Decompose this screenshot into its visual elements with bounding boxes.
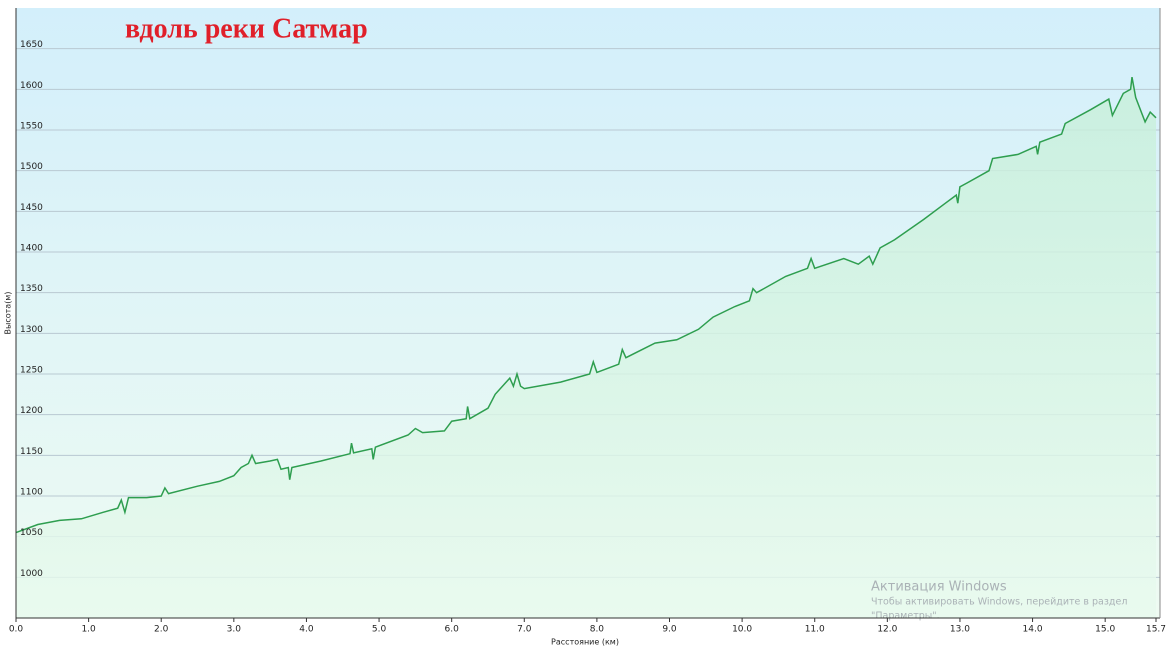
x-tick-label: 3.0 <box>227 625 242 635</box>
y-tick-label: 1550 <box>20 122 43 132</box>
y-tick-label: 1200 <box>20 406 43 416</box>
x-tick-label: 9.0 <box>662 625 677 635</box>
x-tick-label: 1.0 <box>81 625 96 635</box>
watermark-title: Активация Windows <box>871 580 1007 595</box>
x-tick-label: 0.0 <box>9 625 24 635</box>
area-fill <box>16 77 1156 619</box>
y-tick-label: 1600 <box>20 81 43 91</box>
watermark-text: "Параметры". <box>871 611 940 622</box>
x-tick-label: 6.0 <box>445 625 460 635</box>
x-tick-label: 14.0 <box>1023 625 1043 635</box>
y-tick-label: 1150 <box>20 447 43 457</box>
x-tick-label: 15.0 <box>1095 625 1115 635</box>
y-tick-label: 1650 <box>20 40 43 50</box>
elevation-line <box>15 76 1157 534</box>
y-tick-label: 1400 <box>20 244 43 254</box>
y-tick-label: 1350 <box>20 284 43 294</box>
x-tick-label: 8.0 <box>590 625 605 635</box>
y-tick-label: 1450 <box>20 203 43 213</box>
watermark-text: Чтобы активировать Windows, перейдите в … <box>871 597 1127 608</box>
x-tick-label: 10.0 <box>732 625 752 635</box>
y-tick-label: 1500 <box>20 162 43 172</box>
x-axis-label: Расстояние (км) <box>551 638 619 647</box>
y-tick-label: 1300 <box>20 325 43 335</box>
x-tick-label: 7.0 <box>517 625 532 635</box>
x-tick-label: 5.0 <box>372 625 387 635</box>
x-tick-label: 4.0 <box>299 625 314 635</box>
y-tick-label: 1000 <box>20 569 43 579</box>
y-tick-label: 1250 <box>20 366 43 376</box>
y-axis-label: Высота(м) <box>4 292 13 335</box>
x-tick-label: 12.0 <box>877 625 897 635</box>
x-tick-label: 13.0 <box>950 625 970 635</box>
y-tick-label: 1050 <box>20 528 43 538</box>
x-tick-label: 11.0 <box>805 625 825 635</box>
chart-title: вдоль реки Сатмар <box>125 13 368 44</box>
x-tick-label: 15.7 <box>1146 625 1166 635</box>
x-tick-label: 2.0 <box>154 625 169 635</box>
y-tick-label: 1100 <box>20 488 43 498</box>
